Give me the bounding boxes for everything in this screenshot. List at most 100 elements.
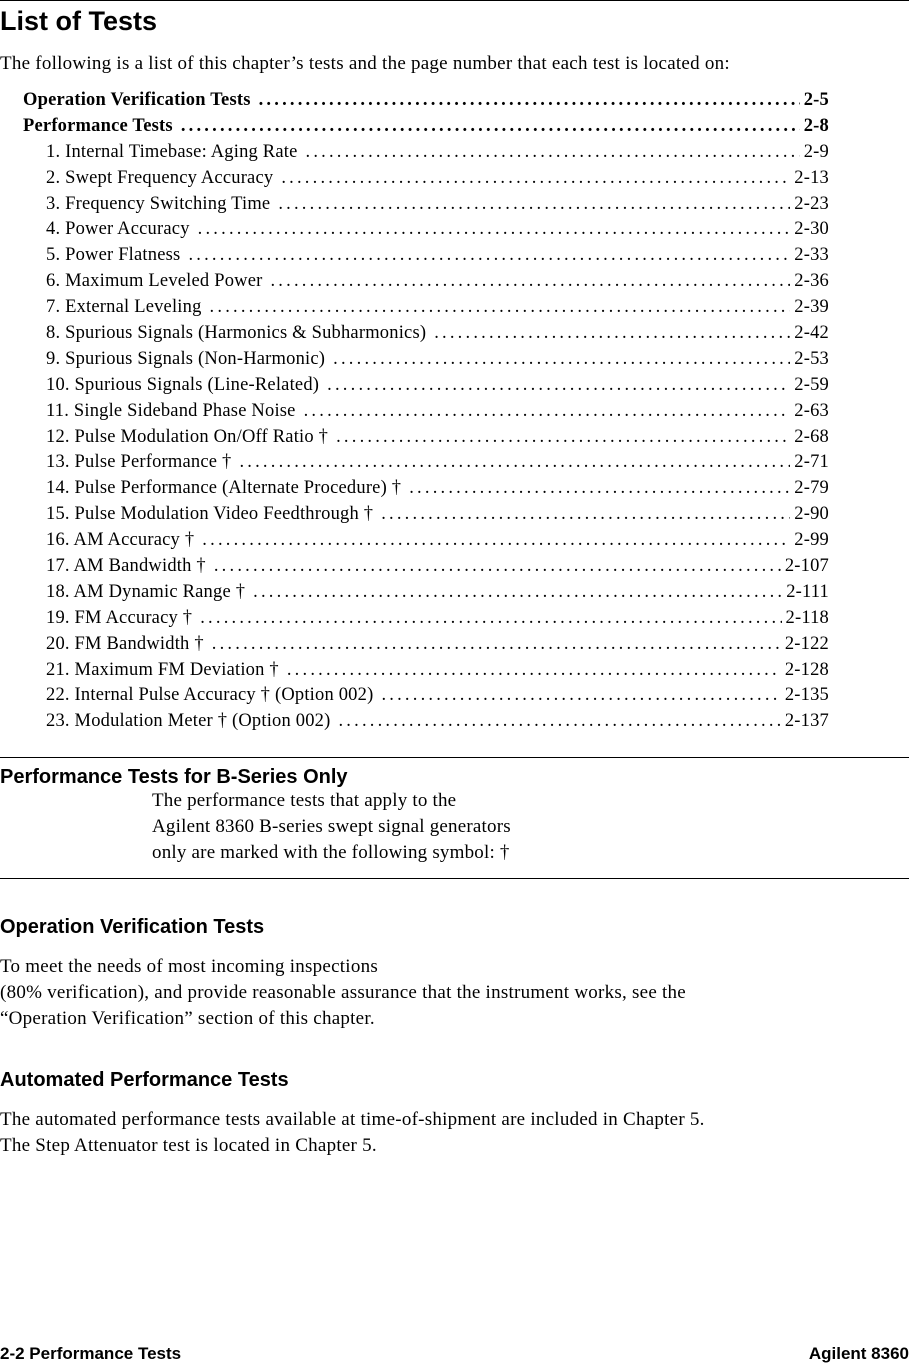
toc-entry[interactable]: 14. Pulse Performance (Alternate Procedu… [0, 478, 829, 504]
page-title: List of Tests [0, 6, 158, 36]
toc-entry[interactable]: 11. Single Sideband Phase Noise 2-63 [0, 401, 829, 427]
toc-page-number: 2-90 [794, 504, 829, 525]
para-line: (80% verification), and provide reasonab… [0, 982, 686, 1003]
toc-label: 7. External Leveling [46, 297, 202, 318]
toc-page-number: 2-71 [794, 452, 829, 473]
para-line: “Operation Verification” section of this… [0, 1008, 375, 1029]
dot-leader [270, 271, 790, 292]
toc-entry[interactable]: 5. Power Flatness 2-33 [0, 245, 829, 271]
dot-leader [181, 116, 800, 137]
toc-label: 13. Pulse Performance † [46, 452, 232, 473]
toc-entry[interactable]: Operation Verification Tests 2-5 [0, 90, 829, 116]
dot-leader [327, 375, 790, 396]
opverif-text: To meet the needs of most incoming inspe… [0, 954, 686, 1032]
toc-entry[interactable]: 16. AM Accuracy † 2-99 [0, 530, 829, 556]
toc-entry[interactable]: 13. Pulse Performance † 2-71 [0, 452, 829, 478]
toc-page-number: 2-137 [784, 711, 829, 732]
dot-leader [210, 297, 791, 318]
toc-page-number: 2-107 [784, 556, 829, 577]
dot-leader [336, 427, 790, 448]
toc-page-number: 2-63 [794, 400, 829, 421]
toc-entry[interactable]: 3. Frequency Switching Time 2-23 [0, 194, 829, 220]
toc-page-number: 2-8 [803, 115, 829, 136]
toc-entry[interactable]: 17. AM Bandwidth † 2-107 [0, 556, 829, 582]
toc-entry[interactable]: 18. AM Dynamic Range † 2-111 [0, 582, 829, 608]
toc-entry[interactable]: 10. Spurious Signals (Line-Related) 2-59 [0, 375, 829, 401]
dot-leader [200, 608, 781, 629]
section-rule [0, 757, 909, 758]
toc-entry[interactable]: 22. Internal Pulse Accuracy † (Option 00… [0, 685, 829, 711]
dot-leader [259, 90, 800, 111]
dot-leader [253, 582, 782, 603]
dot-leader [278, 194, 790, 215]
toc-entry[interactable]: 15. Pulse Modulation Video Feedthrough †… [0, 504, 829, 530]
bseries-heading: Performance Tests for B-Series Only [0, 766, 348, 788]
toc-page-number: 2-23 [794, 193, 829, 214]
toc-page-number: 2-59 [794, 374, 829, 395]
dot-leader [212, 634, 781, 655]
dot-leader [409, 478, 790, 499]
note-line: The performance tests that apply to the [152, 790, 457, 811]
toc-page-number: 2-39 [794, 297, 829, 318]
bseries-note: The performance tests that apply to the … [152, 788, 511, 866]
toc-entry[interactable]: 9. Spurious Signals (Non-Harmonic) 2-53 [0, 349, 829, 375]
dot-leader [381, 504, 790, 525]
dot-leader [333, 349, 790, 370]
toc-page-number: 2-135 [784, 685, 829, 706]
toc-label: 2. Swept Frequency Accuracy [46, 167, 274, 188]
para-line: The automated performance tests availabl… [0, 1109, 705, 1130]
toc-label: 10. Spurious Signals (Line-Related) [46, 374, 320, 395]
toc-page-number: 2-68 [794, 426, 829, 447]
section-rule [0, 878, 909, 879]
toc-label: 6. Maximum Leveled Power [46, 271, 263, 292]
toc-entry[interactable]: Performance Tests 2-8 [0, 116, 829, 142]
para-line: The Step Attenuator test is located in C… [0, 1135, 377, 1156]
dot-leader [381, 685, 780, 706]
dot-leader [188, 245, 790, 266]
dot-leader [434, 323, 790, 344]
toc-entry[interactable]: 20. FM Bandwidth † 2-122 [0, 634, 829, 660]
dot-leader [306, 142, 800, 163]
toc-page-number: 2-99 [794, 530, 829, 551]
note-line: Agilent 8360 B-series swept signal gener… [152, 816, 511, 837]
toc-label: 20. FM Bandwidth † [46, 633, 204, 654]
dot-leader [287, 660, 781, 681]
toc-page-number: 2-36 [794, 271, 829, 292]
automated-heading: Automated Performance Tests [0, 1069, 289, 1091]
toc-entry[interactable]: 4. Power Accuracy 2-30 [0, 219, 829, 245]
table-of-contents: Operation Verification Tests 2-5 Performan… [0, 90, 829, 737]
toc-label: 15. Pulse Modulation Video Feedthrough † [46, 504, 374, 525]
top-rule [0, 0, 909, 1]
toc-entry[interactable]: 6. Maximum Leveled Power 2-36 [0, 271, 829, 297]
toc-entry[interactable]: 12. Pulse Modulation On/Off Ratio † 2-68 [0, 427, 829, 453]
toc-label: 5. Power Flatness [46, 245, 181, 266]
toc-entry[interactable]: 21. Maximum FM Deviation † 2-128 [0, 660, 829, 686]
toc-entry[interactable]: 2. Swept Frequency Accuracy 2-13 [0, 168, 829, 194]
toc-page-number: 2-128 [784, 659, 829, 680]
toc-label: 9. Spurious Signals (Non-Harmonic) [46, 348, 326, 369]
toc-page-number: 2-111 [786, 581, 829, 602]
toc-entry[interactable]: 7. External Leveling 2-39 [0, 297, 829, 323]
toc-entry[interactable]: 23. Modulation Meter † (Option 002) 2-137 [0, 711, 829, 737]
dot-leader [198, 219, 791, 240]
toc-page-number: 2-33 [794, 245, 829, 266]
intro-text: The following is a list of this chapter’… [0, 53, 730, 74]
toc-page-number: 2-13 [794, 167, 829, 188]
note-line: only are marked with the following symbo… [152, 842, 510, 863]
toc-entry[interactable]: 1. Internal Timebase: Aging Rate 2-9 [0, 142, 829, 168]
toc-label: 19. FM Accuracy † [46, 607, 193, 628]
toc-page-number: 2-122 [784, 633, 829, 654]
toc-label: 1. Internal Timebase: Aging Rate [46, 141, 298, 162]
toc-entry[interactable]: 8. Spurious Signals (Harmonics & Subharm… [0, 323, 829, 349]
opverif-heading: Operation Verification Tests [0, 916, 265, 938]
toc-entry[interactable]: 19. FM Accuracy † 2-118 [0, 608, 829, 634]
toc-page-number: 2-5 [803, 90, 829, 110]
toc-page-number: 2-42 [794, 323, 829, 344]
toc-label: 23. Modulation Meter † (Option 002) [46, 711, 331, 732]
toc-page-number: 2-9 [803, 141, 829, 162]
toc-page-number: 2-30 [794, 219, 829, 240]
footer-right: Agilent 8360 [808, 1344, 909, 1363]
dot-leader [338, 711, 780, 732]
dot-leader [304, 401, 791, 422]
toc-label: 11. Single Sideband Phase Noise [46, 400, 296, 421]
